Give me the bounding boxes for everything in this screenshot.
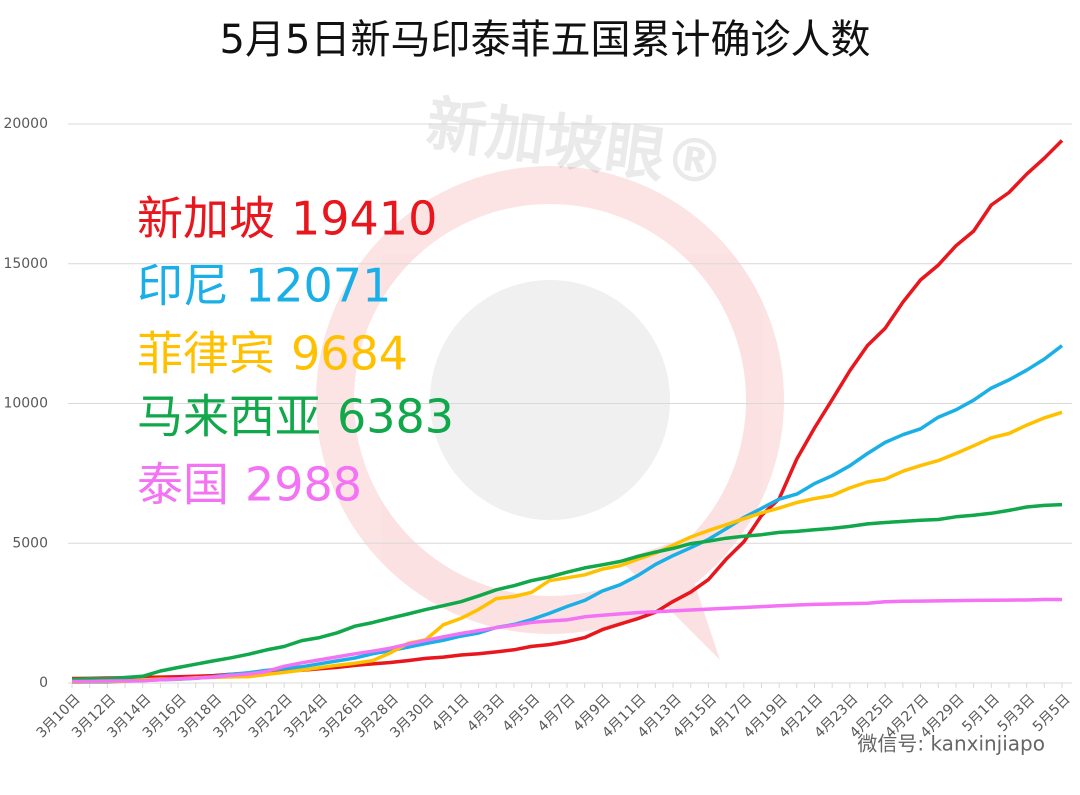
source: 微信号: kanxinjiapo bbox=[857, 732, 1045, 756]
chart-title: 5月5日新马印泰菲五国累计确诊人数 bbox=[220, 17, 871, 63]
y-tick-label: 10000 bbox=[3, 396, 48, 412]
x-tick-label: 4月5日 bbox=[500, 691, 544, 735]
legend-value: 6383 bbox=[337, 390, 454, 444]
series-line bbox=[71, 597, 1062, 684]
x-tick-label: 4月3日 bbox=[464, 691, 508, 735]
legend-value: 2988 bbox=[245, 458, 362, 512]
y-tick-label: 20000 bbox=[3, 116, 48, 132]
x-tick-label: 5月5日 bbox=[1030, 691, 1074, 735]
x-tick-label: 4月7日 bbox=[535, 691, 579, 735]
x-tick-label: 4月1日 bbox=[429, 691, 473, 735]
legend-label: 泰国 bbox=[137, 458, 229, 512]
legend-value: 12071 bbox=[245, 259, 391, 313]
y-tick-label: 5000 bbox=[12, 535, 48, 551]
x-tick-label: 5月1日 bbox=[959, 691, 1003, 735]
x-tick-label: 5月3日 bbox=[995, 691, 1039, 735]
y-tick-label: 0 bbox=[39, 675, 48, 691]
series-line bbox=[71, 502, 1063, 682]
legend-label: 印尼 bbox=[137, 259, 229, 313]
legend-label: 菲律宾 bbox=[137, 327, 275, 381]
legend-label: 新加坡 bbox=[137, 192, 275, 246]
series-line bbox=[71, 410, 1063, 684]
legend-label: 马来西亚 bbox=[137, 390, 321, 444]
legend-value: 9684 bbox=[291, 327, 408, 381]
legend-value: 19410 bbox=[291, 192, 437, 246]
y-tick-label: 15000 bbox=[3, 256, 48, 272]
